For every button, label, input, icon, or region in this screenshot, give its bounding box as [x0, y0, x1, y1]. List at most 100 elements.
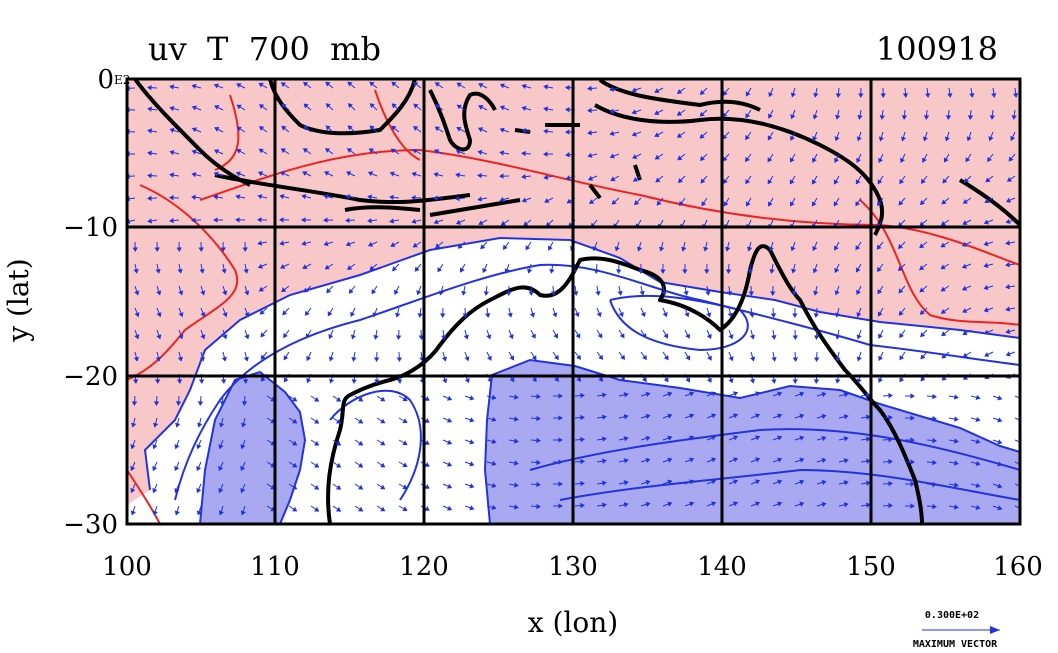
wind-vector-head: [199, 268, 205, 274]
wind-vector-head: [920, 178, 926, 184]
wind-vector-head: [925, 93, 931, 98]
wind-vector-head: [899, 178, 905, 185]
wind-vector-head: [856, 334, 862, 340]
wind-vector-head: [314, 418, 320, 424]
wind-vector-head: [550, 291, 557, 297]
lat-lon-grid: [127, 79, 1020, 524]
wind-vector-head: [132, 247, 138, 252]
wind-vector-head: [609, 130, 615, 137]
wind-vector-head: [314, 396, 320, 402]
wind-vector-head: [435, 104, 441, 109]
wind-vector-head: [877, 179, 883, 185]
wind-vector-head: [953, 394, 959, 400]
wind-vector-head: [241, 401, 248, 406]
wind-vector-head: [191, 217, 196, 223]
wind-vector-head: [919, 243, 925, 249]
wind-vector-head: [176, 379, 183, 384]
wind-vector-head: [391, 125, 397, 131]
wind-vector-head: [367, 171, 374, 177]
wind-vector-head: [154, 247, 160, 252]
wind-vector-head: [834, 157, 840, 163]
wind-vector-head: [899, 377, 905, 383]
wind-vector-head: [821, 501, 827, 508]
wind-vector-head: [961, 263, 968, 269]
wind-vector-head: [728, 334, 734, 340]
wind-vector-head: [727, 312, 733, 318]
wind-vector-head: [302, 264, 308, 270]
wind-vector-head: [418, 335, 424, 340]
wind-vector-head: [975, 482, 981, 489]
wind-vector-head: [1005, 197, 1011, 203]
wind-vector-head: [689, 501, 695, 507]
wind-vector-head: [1005, 262, 1010, 268]
wind-vector-head: [174, 510, 180, 516]
wind-vector-head: [900, 136, 906, 142]
wind-vector-head: [463, 334, 469, 340]
wind-vector-head: [314, 484, 320, 490]
wind-vector-head: [440, 313, 446, 318]
wind-vector-head: [260, 332, 266, 338]
wind-vector-head: [456, 104, 462, 110]
wind-vector-head: [732, 391, 739, 397]
wind-vector-head: [506, 291, 512, 296]
wind-vector-head: [755, 391, 761, 397]
wind-vector-head: [835, 93, 842, 98]
wind-vector-head: [324, 264, 330, 270]
wind-vector-head: [191, 105, 197, 111]
wind-vector-head: [910, 437, 915, 443]
wind-vector-head: [325, 103, 331, 109]
wind-vector-head: [770, 291, 776, 296]
wind-vector-head: [580, 480, 585, 487]
wind-vector-head: [877, 289, 883, 295]
wind-vector-head: [598, 376, 604, 382]
wind-vector-head: [580, 392, 585, 399]
wind-vector-head: [326, 288, 332, 294]
wind-vector-head: [153, 401, 160, 406]
wind-vector-head: [623, 436, 629, 442]
wind-vector-head: [424, 440, 430, 445]
wind-vector-head: [953, 438, 959, 444]
wind-vector-head: [799, 457, 805, 463]
wind-vector-head: [667, 435, 673, 441]
wind-vector-head: [438, 290, 444, 296]
wind-vector-head: [242, 379, 249, 384]
wind-vector-head: [711, 457, 717, 463]
wind-vector-head: [684, 312, 690, 318]
wind-vector-head: [147, 172, 152, 179]
wind-vector-head: [218, 510, 224, 516]
wind-vector-head: [962, 220, 968, 225]
wind-vector-head: [897, 243, 903, 249]
wind-vector-head: [645, 435, 651, 441]
wind-vector-head: [435, 243, 441, 249]
wind-vector-head: [898, 310, 904, 316]
wind-vector-head: [491, 416, 497, 423]
wind-vector-head: [888, 392, 893, 399]
wind-vector-head: [799, 435, 805, 441]
wind-vector-head: [198, 379, 205, 384]
wind-vector-head: [441, 335, 447, 340]
wind-vector-head: [345, 194, 351, 200]
wind-vector-head: [218, 488, 224, 494]
wind-vector-head: [814, 357, 820, 362]
wind-vector-head: [169, 195, 174, 201]
wind-vector-head: [663, 333, 669, 339]
wind-vector-head: [513, 394, 519, 400]
wind-vector-head: [888, 480, 893, 487]
wind-vector-head: [549, 268, 555, 274]
wind-vector-head: [576, 354, 581, 360]
wind-vector-head: [961, 285, 968, 291]
wind-vector-head: [434, 149, 440, 155]
wind-vector-head: [821, 413, 827, 420]
wind-vector-head: [790, 114, 796, 120]
wind-vector-head: [323, 241, 329, 247]
wind-vector-head: [812, 246, 818, 252]
wind-vector-head: [424, 484, 430, 489]
wind-vector-head: [975, 504, 981, 511]
wind-vector-head: [767, 179, 773, 185]
wind-vector-head: [169, 127, 175, 133]
wind-vector-head: [477, 149, 483, 156]
wind-vector-head: [258, 82, 264, 88]
wind-vector-head: [843, 480, 849, 486]
wind-vector-head: [790, 246, 796, 252]
wind-vector-head: [219, 422, 225, 428]
